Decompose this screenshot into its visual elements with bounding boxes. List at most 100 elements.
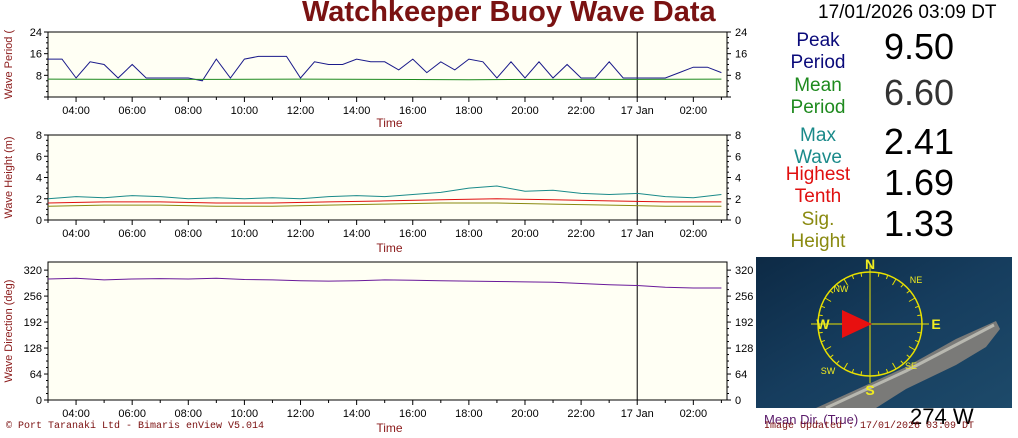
y-tick-label-left: 8 xyxy=(36,130,42,142)
compass-tick xyxy=(908,297,916,302)
max-wave-label-l1: Max xyxy=(800,125,836,146)
plot-area xyxy=(47,31,728,98)
series-line-1 xyxy=(47,78,722,81)
mean-dir-value: 274 W xyxy=(910,404,974,429)
footer-updated: Image Updated : 17/01/2026 03:09 DT xyxy=(764,421,975,432)
y-tick-label-right: 0 xyxy=(735,215,741,227)
x-axis-label: Time xyxy=(376,421,403,435)
compass-tick xyxy=(824,297,832,302)
y-axis-label: Wave Height (m) xyxy=(3,136,15,218)
y-tick-label-left: 0 xyxy=(36,215,42,227)
x-tick-label: 10:00 xyxy=(231,105,259,117)
x-tick-label: 22:00 xyxy=(567,105,595,117)
wave-period-chart: 8 8 16 16 24 24 04:00 06:00 08:00 10:00 12:00 14:00… xyxy=(3,27,747,130)
compass-ne-label: NE xyxy=(910,275,923,285)
highest-tenth-label: Highest Tenth xyxy=(768,164,868,208)
y-tick-label-right: 320 xyxy=(735,265,753,277)
compass-tick xyxy=(824,346,832,351)
wave-height-chart: 0 0 2 2 4 4 6 6 8 8 04:00 06:00 08:00 10:00 12:00 14:00… xyxy=(3,130,741,255)
compass-tick xyxy=(900,360,904,365)
highest-tenth-label-l2: Tenth xyxy=(794,186,842,207)
page-title: Watchkeeper Buoy Wave Data xyxy=(302,0,716,28)
compass-tick xyxy=(900,283,904,288)
y-tick-label-left: 4 xyxy=(36,173,42,185)
x-tick-label: 18:00 xyxy=(455,228,483,240)
x-tick-label: 16:00 xyxy=(399,408,427,420)
highest-tenth-label-l1: Highest xyxy=(785,164,851,185)
x-tick-label: 08:00 xyxy=(175,228,203,240)
sig-height-label-l1: Sig. xyxy=(801,209,835,230)
y-tick-label-left: 256 xyxy=(24,291,42,303)
x-tick-label: 16:00 xyxy=(399,105,427,117)
compass-tick xyxy=(829,354,834,358)
max-wave-value: 2.41 xyxy=(884,121,955,162)
compass-tick xyxy=(906,354,911,358)
y-tick-label-right: 8 xyxy=(735,130,741,142)
compass-tick xyxy=(892,362,897,370)
x-tick-label: 02:00 xyxy=(680,105,708,117)
x-tick-label: 17 Jan xyxy=(621,408,654,420)
x-tick-label: 06:00 xyxy=(118,105,146,117)
x-tick-label: 18:00 xyxy=(455,105,483,117)
plot-area xyxy=(47,261,728,401)
compass-tick xyxy=(851,274,855,280)
wave-direction-chart: 0 0 64 64 128 128 192 192 256 256 320 320 04:00 06:00… xyxy=(3,261,753,435)
x-tick-label: 20:00 xyxy=(511,228,539,240)
y-tick-label-left: 192 xyxy=(24,317,42,329)
compass-tick xyxy=(836,360,840,365)
y-tick-label-left: 16 xyxy=(30,49,42,61)
compass-tick xyxy=(917,314,922,317)
x-tick-label: 14:00 xyxy=(343,228,371,240)
x-axis-label: Time xyxy=(376,116,403,130)
compass-tick xyxy=(829,290,834,294)
x-tick-label: 18:00 xyxy=(455,408,483,420)
sig-height-value: 1.33 xyxy=(884,203,955,244)
compass-sw-label: SW xyxy=(821,366,836,376)
compass-w-label: W xyxy=(816,316,830,332)
y-tick-label-left: 8 xyxy=(36,70,42,82)
compass-tick xyxy=(885,274,889,280)
y-tick-label-left: 0 xyxy=(36,395,42,407)
y-tick-label-right: 8 xyxy=(735,70,741,82)
compass-tick xyxy=(914,305,920,309)
series-line-0 xyxy=(48,55,722,82)
compass-panel: N S E W NE NW SE SW xyxy=(756,257,1012,408)
y-tick-label-left: 128 xyxy=(24,343,42,355)
peak-period-value: 9.50 xyxy=(884,26,955,67)
x-tick-label: 02:00 xyxy=(680,408,708,420)
max-wave-label: Max Wave xyxy=(768,125,868,163)
compass-tick xyxy=(892,278,897,286)
x-tick-label: 12:00 xyxy=(287,408,315,420)
compass-tick xyxy=(818,331,823,334)
series-line-0 xyxy=(47,277,722,289)
compass-tick xyxy=(818,314,823,317)
x-tick-label: 06:00 xyxy=(118,408,146,420)
compass-nw-label: NW xyxy=(834,284,849,294)
highest-tenth-value: 1.69 xyxy=(884,162,955,203)
compass-tick xyxy=(836,283,840,288)
series-line-0 xyxy=(47,185,722,200)
y-tick-label-left: 2 xyxy=(36,194,42,206)
compass-tick xyxy=(860,272,863,277)
x-tick-label: 04:00 xyxy=(62,228,90,240)
compass-tick xyxy=(860,371,863,376)
y-tick-label-right: 24 xyxy=(735,27,747,39)
y-tick-label-right: 256 xyxy=(735,291,753,303)
compass-e-label: E xyxy=(931,316,940,332)
compass-tick xyxy=(906,290,911,294)
x-tick-label: 08:00 xyxy=(175,408,203,420)
series-line-2 xyxy=(47,202,722,207)
x-tick-label: 10:00 xyxy=(231,408,259,420)
compass-tick xyxy=(877,371,880,376)
compass-tick xyxy=(885,368,889,374)
y-tick-label-left: 64 xyxy=(30,369,42,381)
mean-period-label-l2: Period xyxy=(790,97,846,118)
y-tick-label-right: 0 xyxy=(735,395,741,407)
y-tick-label-right: 16 xyxy=(735,49,747,61)
compass-tick xyxy=(843,362,848,370)
mean-period-label-l1: Mean xyxy=(794,75,842,96)
mean-period-value: 6.60 xyxy=(884,72,955,113)
x-tick-label: 06:00 xyxy=(118,228,146,240)
breakwater-shape xyxy=(816,321,1000,408)
sig-height-label-l2: Height xyxy=(790,231,846,252)
